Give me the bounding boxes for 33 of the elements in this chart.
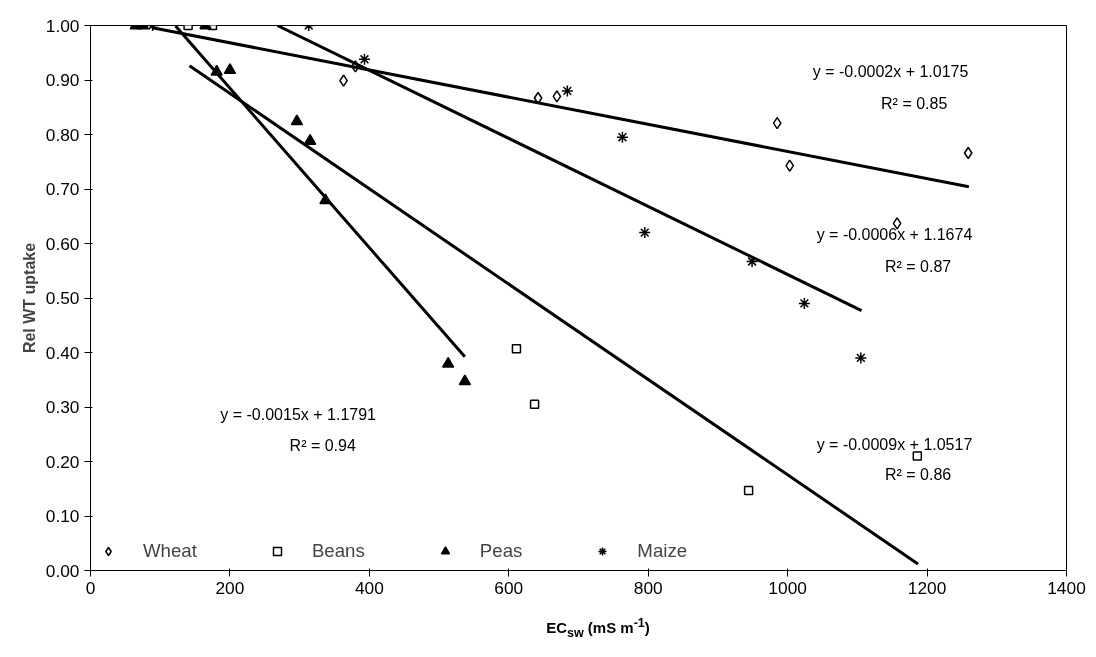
y-axis-title: Rel WT uptake [20, 242, 38, 354]
y-tick-label: 0.80 [45, 124, 80, 145]
y-tick-label: 0.00 [45, 560, 80, 581]
x-tick-label: 600 [494, 577, 524, 598]
annotation: R² = 0.87 [884, 257, 952, 275]
y-tick-label: 0.60 [45, 233, 80, 254]
legend-label: Wheat [143, 540, 197, 562]
annotation: R² = 0.86 [884, 465, 952, 483]
legend-label: Beans [311, 540, 365, 562]
x-tick-label: 800 [633, 577, 663, 598]
y-tick-label: 0.30 [45, 397, 80, 417]
x-tick-label: 400 [354, 577, 384, 598]
x-tick-label: 1000 [768, 577, 807, 598]
x-tick-label: 1400 [1047, 577, 1086, 598]
x-tick-label: 200 [215, 577, 245, 598]
annotation: R² = 0.94 [289, 437, 356, 455]
annotation: y = -0.0009x + 1.0517 [816, 435, 973, 453]
y-tick-label: 0.50 [45, 288, 80, 308]
x-tick-label: 1200 [907, 577, 947, 598]
legend-label: Maize [637, 540, 688, 562]
y-tick-label: 0.10 [45, 506, 80, 526]
y-tick-label: 0.70 [45, 179, 80, 199]
annotation: y = -0.0002x + 1.0175 [812, 63, 969, 81]
y-tick-label: 0.90 [45, 70, 80, 90]
y-tick-label: 1.00 [45, 15, 80, 36]
legend-label: Peas [479, 540, 523, 562]
y-tick-label: 0.20 [45, 451, 80, 472]
x-tick-label: 0 [85, 577, 96, 598]
annotation: R² = 0.85 [881, 94, 948, 112]
annotation: y = -0.0006x + 1.1674 [816, 225, 973, 243]
x-axis-title: EC$_{sw}$ (mS m$^{-1}$) [546, 615, 650, 642]
annotation: y = -0.0015x + 1.1791 [220, 406, 377, 424]
y-tick-label: 0.40 [45, 342, 80, 363]
